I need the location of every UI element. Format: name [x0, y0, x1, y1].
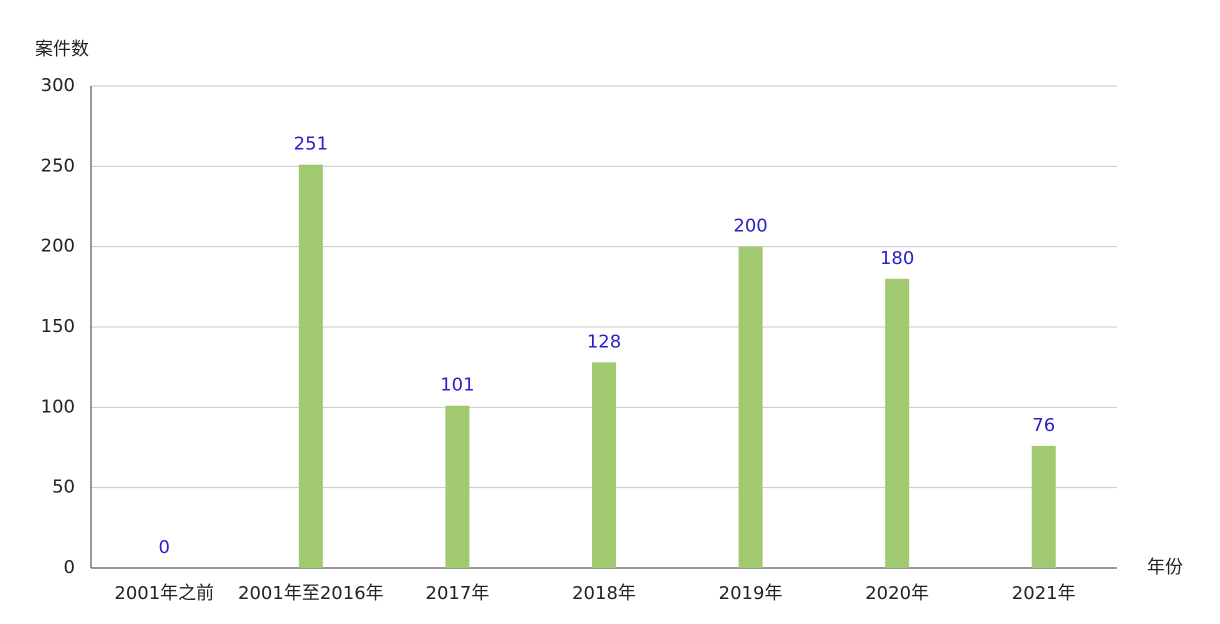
- value-label: 200: [733, 216, 767, 237]
- y-tick-label: 0: [64, 557, 75, 578]
- value-label: 101: [440, 375, 474, 396]
- value-label: 180: [880, 248, 914, 269]
- x-tick-label: 2017年: [426, 583, 490, 604]
- bar: [885, 278, 910, 568]
- y-tick-label: 100: [41, 396, 75, 417]
- value-label: 128: [587, 331, 621, 352]
- bar: [298, 164, 323, 568]
- x-tick-label: 2001年之前: [114, 583, 214, 604]
- y-tick-label: 250: [41, 155, 75, 176]
- value-label: 251: [294, 134, 328, 155]
- x-tick-label: 2021年: [1012, 583, 1076, 604]
- y-tick-label: 300: [41, 75, 75, 96]
- x-axis-label: 年份: [1147, 557, 1183, 578]
- value-label: 0: [159, 537, 170, 558]
- y-tick-label: 150: [41, 316, 75, 337]
- bar: [445, 405, 470, 568]
- bar: [1031, 445, 1056, 568]
- x-tick-label: 2001年至2016年: [238, 583, 384, 604]
- bar: [592, 362, 616, 568]
- x-tick-label: 2018年: [572, 583, 636, 604]
- y-tick-label: 50: [52, 477, 75, 498]
- y-axis-label: 案件数: [35, 39, 89, 60]
- value-label: 76: [1032, 415, 1055, 436]
- y-tick-label: 200: [41, 236, 75, 257]
- x-tick-label: 2019年: [719, 583, 783, 604]
- bar: [738, 246, 763, 568]
- x-tick-label: 2020年: [865, 583, 929, 604]
